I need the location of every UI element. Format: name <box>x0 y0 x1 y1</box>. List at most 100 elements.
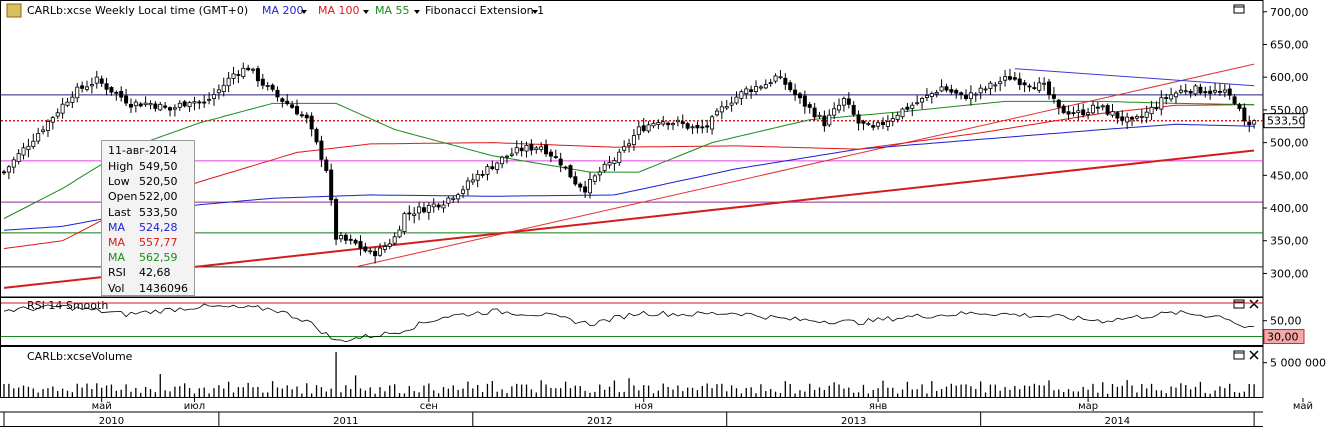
candle <box>119 91 124 98</box>
tooltip-key: RSI <box>108 266 126 280</box>
tooltip-value: 557,77 <box>139 236 178 249</box>
tooltip-row: Last 533,50 <box>102 204 196 222</box>
tooltip-value: 520,50 <box>139 175 178 189</box>
main-title: CARLb:xcse Weekly Local time (GMT+0) <box>27 4 249 17</box>
candle <box>744 88 749 95</box>
chevron-down-icon[interactable] <box>532 10 538 14</box>
candle <box>636 126 641 136</box>
candle <box>929 92 934 97</box>
candle <box>695 124 700 129</box>
maximize-icon[interactable] <box>1233 350 1245 360</box>
candle <box>485 166 490 175</box>
tooltip-key: Last <box>108 205 131 219</box>
candle <box>1154 107 1159 110</box>
price-tick-label: 700,00 <box>1270 6 1309 19</box>
candle <box>548 151 553 157</box>
trendline <box>355 63 1255 268</box>
candle <box>260 78 265 86</box>
candle <box>710 116 715 130</box>
price-tick-label: 300,00 <box>1270 267 1309 280</box>
price-tick-label: 400,00 <box>1270 202 1309 215</box>
candle <box>1188 90 1193 94</box>
candle <box>1193 85 1198 95</box>
candle <box>592 175 597 182</box>
candle <box>143 102 148 106</box>
candle <box>1047 81 1052 95</box>
chevron-down-icon[interactable] <box>414 10 420 14</box>
chevron-down-icon[interactable] <box>301 10 307 14</box>
candle <box>353 239 358 244</box>
candle <box>866 123 871 126</box>
price-panel <box>0 0 1264 298</box>
candle <box>153 103 158 109</box>
candle <box>55 112 60 117</box>
tooltip-row: Low 520,50 <box>102 173 196 191</box>
candle <box>1222 89 1227 93</box>
month-label: янв <box>869 401 888 412</box>
candle <box>890 118 895 122</box>
candle <box>290 104 295 108</box>
candle <box>231 73 236 79</box>
candle <box>812 107 817 118</box>
candle <box>177 102 182 108</box>
year-label: 2014 <box>1105 416 1130 427</box>
candle <box>358 241 363 249</box>
candle <box>837 104 842 111</box>
tooltip-row: Open 522,00 <box>102 188 196 206</box>
candle <box>739 91 744 99</box>
candle <box>451 197 456 200</box>
candle <box>65 101 70 106</box>
candle <box>270 84 275 90</box>
candle <box>94 76 99 84</box>
candle <box>773 75 778 82</box>
candle <box>275 89 280 98</box>
candle <box>221 84 226 92</box>
ma200-line <box>3 123 1255 231</box>
candle <box>924 95 929 98</box>
month-label: мар <box>1078 401 1098 412</box>
candle <box>285 100 290 105</box>
candle <box>412 213 417 216</box>
tooltip-value: 42,68 <box>139 266 171 280</box>
candle <box>1252 120 1257 125</box>
candle <box>241 67 246 78</box>
candle <box>1183 90 1188 93</box>
tooltip-key: High <box>108 160 134 173</box>
candle <box>226 77 231 87</box>
candle <box>788 82 793 91</box>
candle <box>1037 82 1042 91</box>
tooltip-key: Open <box>108 190 138 204</box>
candle <box>304 114 309 119</box>
maximize-icon[interactable] <box>1233 299 1245 309</box>
candle <box>6 166 11 173</box>
candle <box>480 174 485 176</box>
candle <box>749 89 754 93</box>
symbol-icon[interactable] <box>6 3 22 18</box>
candle <box>436 204 441 208</box>
year-label: 2010 <box>99 416 124 427</box>
candle <box>1081 109 1086 116</box>
candle <box>1178 89 1183 93</box>
maximize-icon[interactable] <box>1233 4 1245 14</box>
candle <box>1149 106 1154 115</box>
price-tick-label: 450,00 <box>1270 169 1309 182</box>
candle <box>124 95 129 104</box>
year-label: 2011 <box>333 416 358 427</box>
candle <box>1232 96 1237 104</box>
candle <box>392 236 397 244</box>
close-icon[interactable] <box>1249 350 1259 360</box>
candle <box>578 183 583 188</box>
candle <box>846 98 851 105</box>
candle <box>1061 105 1066 114</box>
close-icon[interactable] <box>1249 299 1259 309</box>
candle <box>856 114 861 124</box>
candle <box>255 68 260 82</box>
last-price-tag <box>1263 113 1305 129</box>
candle <box>802 95 807 107</box>
candle <box>1032 87 1037 89</box>
chevron-down-icon[interactable] <box>363 10 369 14</box>
candle <box>397 229 402 238</box>
candle <box>641 125 646 132</box>
rsi-level-label: 30,00 <box>1267 331 1299 344</box>
